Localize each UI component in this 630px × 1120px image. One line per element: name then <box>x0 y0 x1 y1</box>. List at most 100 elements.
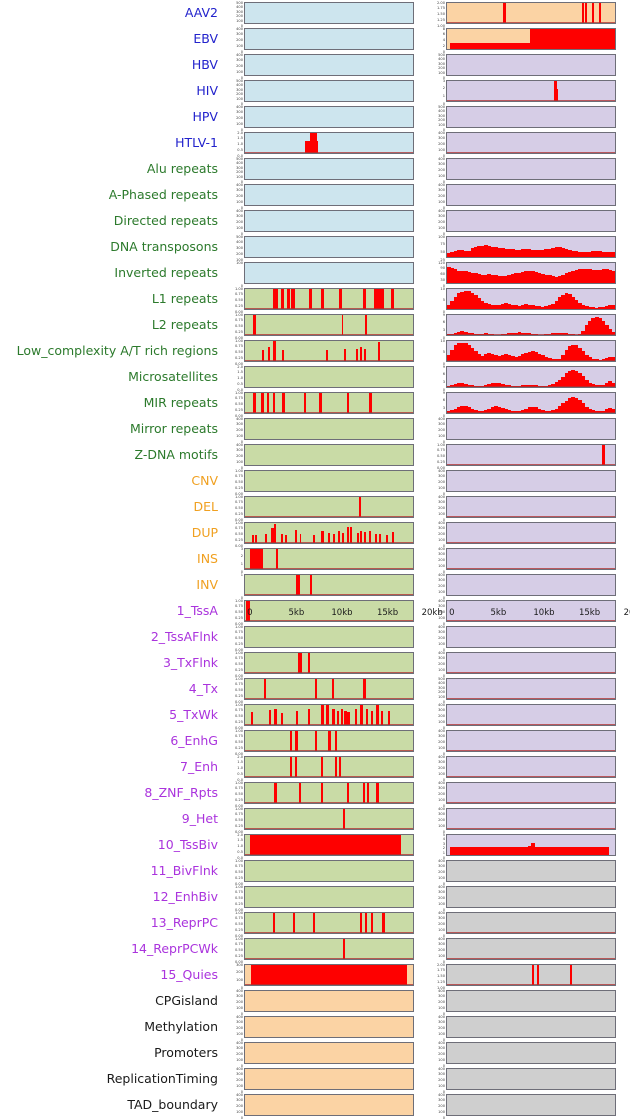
track-plot[interactable] <box>244 496 414 518</box>
track-plot[interactable] <box>244 288 414 310</box>
track-plot[interactable] <box>244 210 414 232</box>
track-plot[interactable] <box>446 808 616 830</box>
track-plot[interactable] <box>244 990 414 1012</box>
track-plot[interactable] <box>244 132 414 154</box>
track-plot[interactable] <box>244 262 414 284</box>
track-plot[interactable] <box>244 756 414 778</box>
track-plot[interactable] <box>446 106 616 128</box>
axis-tick: 2 <box>443 87 445 91</box>
track-plot[interactable] <box>446 366 616 388</box>
track-plot[interactable] <box>244 704 414 726</box>
track-plot[interactable] <box>244 938 414 960</box>
track-plot[interactable] <box>244 236 414 258</box>
track-plot[interactable] <box>446 964 616 986</box>
track-plot[interactable] <box>244 184 414 206</box>
axis-tick: 2.0 <box>237 833 243 837</box>
track-plot[interactable] <box>244 54 414 76</box>
track-plot[interactable] <box>446 938 616 960</box>
track-plot[interactable] <box>446 184 616 206</box>
track-plot[interactable] <box>244 808 414 830</box>
track-plot[interactable] <box>244 964 414 986</box>
track-plot[interactable] <box>446 834 616 856</box>
track-plot[interactable] <box>446 262 616 284</box>
track-plot[interactable] <box>244 80 414 102</box>
track-plot[interactable] <box>446 1068 616 1090</box>
axis-tick: 400 <box>438 682 445 686</box>
track-plot[interactable] <box>446 54 616 76</box>
track-plot[interactable] <box>446 730 616 752</box>
track-plot[interactable] <box>446 210 616 232</box>
track-plot[interactable] <box>244 1042 414 1064</box>
track-plot[interactable] <box>446 314 616 336</box>
track-plot[interactable] <box>244 106 414 128</box>
track-plot[interactable] <box>446 236 616 258</box>
axis-tick: 300 <box>438 501 445 505</box>
track-plot[interactable] <box>446 418 616 440</box>
track-plot[interactable] <box>446 28 616 50</box>
track-plot[interactable] <box>244 626 414 648</box>
axis-tick: 10 <box>440 339 445 343</box>
track-plot[interactable] <box>446 470 616 492</box>
track-plot[interactable] <box>244 1068 414 1090</box>
track-plot[interactable] <box>446 496 616 518</box>
track-plot[interactable] <box>244 1094 414 1116</box>
track-plot[interactable] <box>446 990 616 1012</box>
track-plot[interactable] <box>244 912 414 934</box>
track-plot[interactable] <box>446 288 616 310</box>
track-plot[interactable] <box>244 730 414 752</box>
track-plot[interactable] <box>244 28 414 50</box>
track-plot[interactable] <box>244 366 414 388</box>
feature-bar <box>295 731 298 751</box>
track-plot[interactable] <box>446 704 616 726</box>
track-plot[interactable] <box>446 860 616 882</box>
track-plot[interactable] <box>446 548 616 570</box>
track-plot[interactable] <box>446 1016 616 1038</box>
track-plot[interactable] <box>446 678 616 700</box>
track-plot[interactable] <box>446 132 616 154</box>
track-plot[interactable] <box>446 1042 616 1064</box>
track-plot[interactable] <box>446 756 616 778</box>
track-plot[interactable] <box>446 522 616 544</box>
axis-tick: 3 <box>241 547 243 551</box>
track-plot[interactable] <box>244 782 414 804</box>
track-plot[interactable] <box>446 782 616 804</box>
track-plot[interactable] <box>244 392 414 414</box>
track-plot[interactable] <box>446 1094 616 1116</box>
track-plot[interactable] <box>244 834 414 856</box>
track-plot[interactable] <box>244 2 414 24</box>
track-plot[interactable] <box>244 470 414 492</box>
track-plot[interactable] <box>244 652 414 674</box>
track-plot[interactable] <box>446 574 616 596</box>
track-plot[interactable] <box>446 2 616 24</box>
track-plot[interactable] <box>244 574 414 596</box>
track-plot[interactable] <box>244 522 414 544</box>
track-plot[interactable] <box>244 886 414 908</box>
track-plot[interactable] <box>244 418 414 440</box>
track-plot[interactable] <box>244 860 414 882</box>
track-plot[interactable] <box>446 652 616 674</box>
track-plot[interactable] <box>244 444 414 466</box>
axis-tick: 300 <box>236 1099 243 1103</box>
track-plot[interactable] <box>446 392 616 414</box>
track-plot[interactable] <box>244 158 414 180</box>
track-plot[interactable] <box>244 314 414 336</box>
axis-tick: 2 <box>241 555 243 559</box>
track-plot[interactable] <box>446 626 616 648</box>
axis-tick: 400 <box>438 1015 445 1019</box>
track-plot[interactable] <box>446 912 616 934</box>
track-plot[interactable] <box>446 886 616 908</box>
track-plot[interactable] <box>244 1016 414 1038</box>
track-plot[interactable] <box>446 340 616 362</box>
track-plot[interactable] <box>446 158 616 180</box>
track-label-2-tssaflnk: 2_TssAFlnk <box>0 624 222 650</box>
axis-tick: 0.75 <box>235 501 243 505</box>
axis-tick: 100 <box>438 201 445 205</box>
track-plot[interactable] <box>446 444 616 466</box>
track-plot[interactable] <box>244 548 414 570</box>
track-plot[interactable] <box>244 340 414 362</box>
track-plot[interactable] <box>244 678 414 700</box>
track-plot[interactable] <box>446 80 616 102</box>
